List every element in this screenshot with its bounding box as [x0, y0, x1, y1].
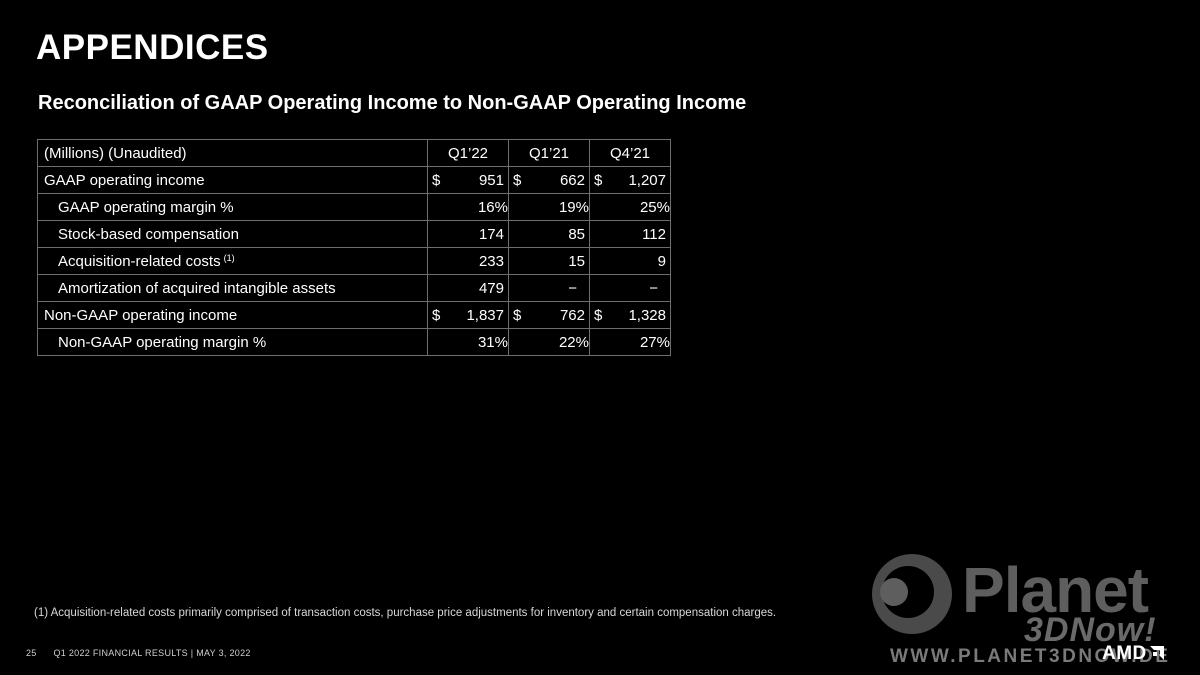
- table-row: GAAP operating margin % 16% 19% 25%: [37, 193, 671, 221]
- value: 31%: [477, 333, 508, 351]
- value: 1,837: [466, 306, 504, 324]
- row-label-text: GAAP operating margin %: [58, 198, 234, 216]
- currency-symbol: $: [432, 306, 441, 324]
- value: 22%: [558, 333, 589, 351]
- header-col-q1-22: Q1’22: [427, 139, 509, 167]
- value-cell: 22%: [508, 328, 590, 356]
- value-cell: 174: [427, 220, 509, 248]
- table-row: Non-GAAP operating margin % 31% 22% 27%: [37, 328, 671, 356]
- value-cell: 25%: [589, 193, 671, 221]
- value: 112: [642, 225, 666, 243]
- slide-subtitle: Reconciliation of GAAP Operating Income …: [38, 92, 747, 114]
- row-label: Non-GAAP operating income: [37, 301, 428, 329]
- row-label-text: Amortization of acquired intangible asse…: [58, 279, 336, 297]
- row-label: Acquisition-related costs (1): [37, 247, 428, 275]
- footer: 25 Q1 2022 FINANCIAL RESULTS | MAY 3, 20…: [26, 648, 251, 658]
- value-cell: 233: [427, 247, 509, 275]
- value: 1,207: [628, 171, 666, 189]
- table-header-row: (Millions) (Unaudited) Q1’22 Q1’21 Q4’21: [37, 139, 671, 167]
- value-cell: 479: [427, 274, 509, 302]
- footnote: (1) Acquisition-related costs primarily …: [34, 607, 777, 619]
- header-col-q4-21: Q4’21: [589, 139, 671, 167]
- planet3dnow-watermark-logo-icon: [872, 554, 952, 634]
- footer-text: Q1 2022 FINANCIAL RESULTS | MAY 3, 2022: [53, 648, 251, 658]
- value: 85: [568, 225, 585, 243]
- value: 1,328: [628, 306, 666, 324]
- reconciliation-table: (Millions) (Unaudited) Q1’22 Q1’21 Q4’21…: [37, 139, 671, 356]
- currency-symbol: $: [432, 171, 441, 189]
- value-cell: 15: [508, 247, 590, 275]
- value: −: [568, 279, 577, 297]
- currency-symbol: $: [513, 306, 522, 324]
- amd-logo: AMD: [1102, 643, 1165, 665]
- value: 16%: [477, 198, 508, 216]
- currency-symbol: $: [513, 171, 522, 189]
- value-cell: 19%: [508, 193, 590, 221]
- value-cell: 9: [589, 247, 671, 275]
- value: 479: [478, 279, 504, 297]
- watermark-sub: 3DNow!: [1024, 611, 1157, 649]
- value-cell: $762: [508, 301, 590, 329]
- currency-symbol: $: [594, 171, 603, 189]
- value-cell: 16%: [427, 193, 509, 221]
- value: 233: [478, 252, 504, 270]
- header-col-q1-21: Q1’21: [508, 139, 590, 167]
- value-cell: 27%: [589, 328, 671, 356]
- value: 27%: [639, 333, 670, 351]
- value-cell: $1,837: [427, 301, 509, 329]
- table-row: GAAP operating income $951 $662 $1,207: [37, 166, 671, 194]
- amd-arrow-icon: [1149, 646, 1164, 660]
- value: 174: [478, 225, 504, 243]
- row-label: Stock-based compensation: [37, 220, 428, 248]
- row-label-text: Non-GAAP operating margin %: [58, 333, 267, 351]
- watermark-word: Planet: [962, 554, 1149, 626]
- value-cell: $1,207: [589, 166, 671, 194]
- value: 9: [657, 252, 666, 270]
- value-cell: 31%: [427, 328, 509, 356]
- row-label-text: Non-GAAP operating income: [44, 306, 238, 324]
- value-cell: −: [589, 274, 671, 302]
- value: 25%: [639, 198, 670, 216]
- value: 951: [478, 171, 504, 189]
- value: −: [649, 279, 658, 297]
- watermark-url: WWW.PLANET3DNOW.DE: [890, 646, 1171, 667]
- header-label: (Millions) (Unaudited): [37, 139, 428, 167]
- row-label: Amortization of acquired intangible asse…: [37, 274, 428, 302]
- value-cell: −: [508, 274, 590, 302]
- page-number: 25: [26, 648, 37, 658]
- table-row: Stock-based compensation 174 85 112: [37, 220, 671, 248]
- footnote-marker: (1): [223, 252, 235, 263]
- value-cell: $1,328: [589, 301, 671, 329]
- table-row: Amortization of acquired intangible asse…: [37, 274, 671, 302]
- value: 662: [559, 171, 585, 189]
- value: 15: [568, 252, 585, 270]
- value: 19%: [558, 198, 589, 216]
- table-row: Acquisition-related costs (1) 233 15 9: [37, 247, 671, 275]
- table-row: Non-GAAP operating income $1,837 $762 $1,32…: [37, 301, 671, 329]
- row-label: Non-GAAP operating margin %: [37, 328, 428, 356]
- row-label-text: Acquisition-related costs: [58, 252, 221, 270]
- value-cell: $662: [508, 166, 590, 194]
- amd-logo-text: AMD: [1102, 643, 1147, 664]
- currency-symbol: $: [594, 306, 603, 324]
- value-cell: 85: [508, 220, 590, 248]
- row-label-text: Stock-based compensation: [58, 225, 239, 243]
- value-cell: 112: [589, 220, 671, 248]
- slide-title: APPENDICES: [36, 28, 269, 67]
- row-label: GAAP operating margin %: [37, 193, 428, 221]
- row-label-text: GAAP operating income: [44, 171, 205, 189]
- value: 762: [559, 306, 585, 324]
- value-cell: $951: [427, 166, 509, 194]
- row-label: GAAP operating income: [37, 166, 428, 194]
